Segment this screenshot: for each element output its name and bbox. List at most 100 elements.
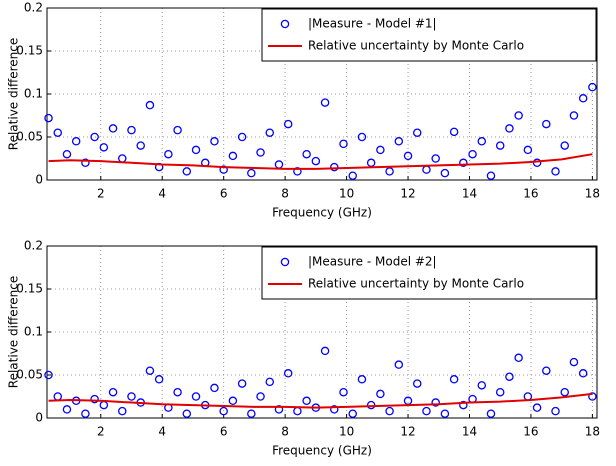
x-tick-label: 8 — [281, 425, 289, 439]
point — [136, 141, 145, 150]
y-tick-label: 0.1 — [24, 325, 43, 339]
y-tick-label: 0 — [35, 173, 43, 187]
point — [495, 141, 505, 150]
point — [431, 154, 440, 163]
point — [90, 132, 99, 142]
point — [256, 148, 265, 157]
point — [413, 379, 422, 388]
legend-label: Relative uncertainty by Monte Carlo — [308, 277, 524, 291]
point — [551, 167, 560, 176]
point — [44, 113, 53, 123]
point — [237, 379, 247, 388]
point — [385, 406, 394, 416]
x-tick-label: 6 — [220, 425, 228, 439]
point — [219, 165, 228, 174]
legend-box — [261, 246, 597, 300]
point — [330, 162, 339, 172]
point — [283, 119, 293, 129]
point — [505, 124, 514, 133]
point — [81, 409, 90, 418]
point — [532, 158, 542, 168]
legend-swatch — [280, 19, 290, 29]
x-tick-label: 12 — [400, 425, 415, 439]
subplot: 0 0.05 0.1 0.15 0.2 2 4 6 8 10 12 14 16 18 Frequency (… — [7, 1, 601, 220]
point — [302, 396, 311, 406]
x-tick-label: 16 — [523, 425, 538, 439]
point — [62, 149, 72, 159]
y-tick-label: 0.15 — [16, 282, 43, 296]
point — [588, 82, 597, 92]
point — [44, 370, 53, 380]
y-tick-label: 0.2 — [24, 1, 43, 15]
x-tick-label: 6 — [220, 187, 228, 201]
line — [48, 153, 593, 170]
point — [403, 151, 413, 161]
x-tick-label: 18 — [585, 187, 600, 201]
point — [542, 119, 551, 129]
line — [48, 392, 593, 409]
point — [422, 406, 431, 416]
point — [320, 346, 330, 356]
point — [108, 387, 118, 397]
axes-frame — [46, 7, 598, 181]
point — [376, 389, 385, 399]
point — [569, 111, 579, 120]
point — [394, 360, 404, 369]
point — [145, 100, 155, 110]
point — [320, 98, 330, 107]
point — [182, 409, 192, 418]
subplot: 0 0.05 0.1 0.15 0.2 2 4 6 8 10 12 14 16 18 Frequency (… — [7, 239, 601, 458]
x-tick-label: 10 — [339, 187, 354, 201]
point — [588, 392, 597, 401]
point — [440, 409, 450, 418]
point — [505, 372, 514, 381]
point — [228, 151, 238, 161]
point — [311, 156, 321, 166]
point — [514, 111, 523, 120]
point — [108, 124, 118, 133]
point — [514, 353, 523, 363]
point — [459, 158, 468, 168]
legend-swatch — [280, 257, 290, 267]
point — [265, 128, 275, 137]
point — [164, 149, 173, 159]
point — [523, 145, 533, 155]
point — [560, 141, 569, 150]
point — [237, 132, 247, 142]
point — [348, 171, 357, 180]
point — [330, 405, 339, 414]
y-tick-label: 0.1 — [24, 87, 43, 101]
x-axis-label: Frequency (GHz) — [272, 206, 372, 220]
x-tick-label: 14 — [462, 425, 477, 439]
x-tick-label: 4 — [158, 187, 166, 201]
point — [477, 381, 487, 390]
legend: |Measure - Model #2| Relative uncertainty… — [261, 246, 597, 300]
y-tick-label: 0 — [35, 411, 43, 425]
y-tick-label: 0.05 — [16, 368, 43, 382]
y-tick-label: 0.15 — [16, 44, 43, 58]
point — [468, 149, 477, 159]
point — [127, 125, 136, 135]
point — [440, 168, 450, 178]
legend: |Measure - Model #1| Relative uncertainty… — [261, 8, 597, 62]
point — [210, 383, 219, 393]
y-tick-label: 0.05 — [16, 130, 43, 144]
point — [293, 167, 302, 176]
x-tick-label: 8 — [281, 187, 289, 201]
point — [247, 168, 256, 178]
point — [191, 392, 201, 401]
axes-frame — [46, 245, 598, 419]
legend-label: |Measure - Model #2| — [308, 255, 437, 269]
point — [376, 145, 385, 155]
x-tick-label: 16 — [523, 187, 538, 201]
point — [477, 137, 487, 146]
point — [247, 409, 256, 418]
point — [274, 405, 284, 414]
point — [413, 128, 422, 137]
x-tick-label: 14 — [462, 187, 477, 201]
point — [348, 409, 357, 418]
point — [154, 375, 164, 384]
y-axis-label: Relative difference — [7, 38, 21, 150]
point — [486, 409, 496, 418]
y-tick-label: 0.2 — [24, 239, 43, 253]
